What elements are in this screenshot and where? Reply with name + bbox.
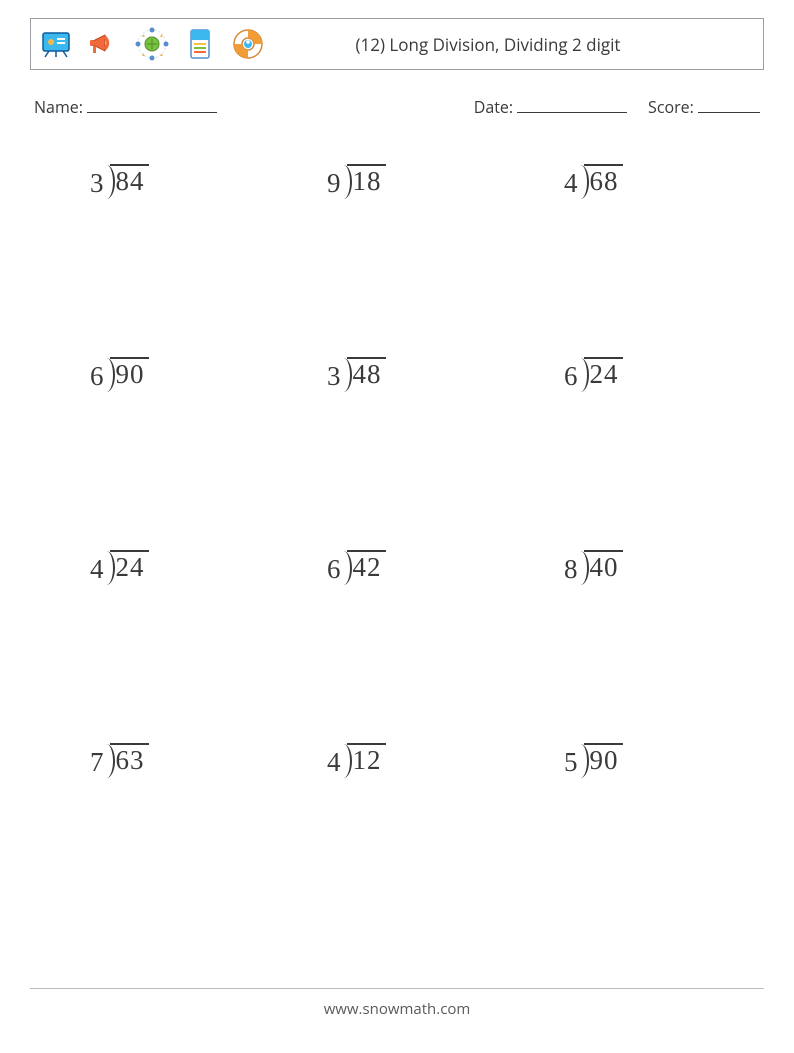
division-problem: 348 — [327, 359, 467, 392]
dividend: 42 — [347, 550, 386, 582]
date-blank[interactable] — [517, 96, 627, 113]
division-problem: 412 — [327, 745, 467, 778]
dividend: 84 — [110, 164, 149, 196]
date-label: Date: — [474, 96, 513, 118]
dividend: 48 — [347, 357, 386, 389]
dividend: 63 — [110, 743, 149, 775]
division-problem: 590 — [564, 745, 704, 778]
division-problem: 642 — [327, 552, 467, 585]
division-bracket: 84 — [106, 166, 149, 197]
study-card-icon — [183, 27, 217, 61]
division-problem: 840 — [564, 552, 704, 585]
division-bracket: 40 — [580, 552, 623, 583]
meta-row: Name: Date: Score: — [30, 96, 764, 118]
dividend: 18 — [347, 164, 386, 196]
problems-grid: 384 918 468 690 348 624 424 642 840 763 412 590 — [30, 166, 764, 778]
problem-row: 763 412 590 — [90, 745, 704, 778]
svg-text:▲: ▲ — [159, 52, 164, 58]
problem-row: 384 918 468 — [90, 166, 704, 199]
presentation-board-icon — [39, 27, 73, 61]
footer-url: www.snowmath.com — [0, 999, 794, 1019]
date-field: Date: Score: — [474, 96, 760, 118]
division-problem: 690 — [90, 359, 230, 392]
svg-text:▲: ▲ — [141, 52, 146, 58]
svg-text:▲: ▲ — [141, 33, 146, 39]
dividend: 12 — [347, 743, 386, 775]
name-blank[interactable] — [87, 96, 217, 113]
division-bracket: 90 — [580, 745, 623, 776]
division-bracket: 18 — [343, 166, 386, 197]
division-bracket: 90 — [106, 359, 149, 390]
division-problem: 468 — [564, 166, 704, 199]
name-field: Name: — [34, 96, 474, 118]
division-problem: 384 — [90, 166, 230, 199]
score-label: Score: — [648, 96, 694, 118]
name-label: Name: — [34, 96, 83, 118]
network-globe-icon: ▲ ▲ ▲ ▲ — [135, 27, 169, 61]
bottom-rule — [30, 988, 764, 989]
division-bracket: 42 — [343, 552, 386, 583]
bullhorn-icon — [87, 27, 121, 61]
worksheet-page: ▲ ▲ ▲ ▲ — [0, 0, 794, 1053]
dividend: 90 — [584, 743, 623, 775]
division-problem: 624 — [564, 359, 704, 392]
division-bracket: 12 — [343, 745, 386, 776]
dividend: 24 — [110, 550, 149, 582]
dividend: 40 — [584, 550, 623, 582]
division-problem: 763 — [90, 745, 230, 778]
dividend: 24 — [584, 357, 623, 389]
division-bracket: 68 — [580, 166, 623, 197]
dividend: 90 — [110, 357, 149, 389]
division-problem: 424 — [90, 552, 230, 585]
score-blank[interactable] — [698, 96, 760, 113]
header-box: ▲ ▲ ▲ ▲ — [30, 18, 764, 70]
problem-row: 424 642 840 — [90, 552, 704, 585]
problem-row: 690 348 624 — [90, 359, 704, 392]
worksheet-title: (12) Long Division, Dividing 2 digit — [225, 33, 751, 56]
dividend: 68 — [584, 164, 623, 196]
division-bracket: 48 — [343, 359, 386, 390]
division-problem: 918 — [327, 166, 467, 199]
svg-text:▲: ▲ — [159, 33, 164, 39]
division-bracket: 24 — [106, 552, 149, 583]
division-bracket: 24 — [580, 359, 623, 390]
division-bracket: 63 — [106, 745, 149, 776]
